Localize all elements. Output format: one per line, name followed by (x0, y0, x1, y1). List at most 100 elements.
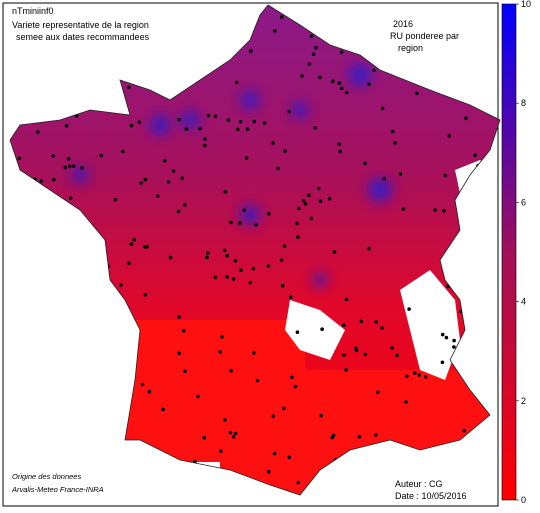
station-dot (119, 283, 123, 287)
station-dot (176, 209, 181, 214)
station-dot (440, 332, 445, 337)
station-dot (296, 235, 300, 239)
station-dot (282, 406, 286, 411)
station-dot (52, 177, 56, 182)
station-dot (155, 194, 160, 198)
source-line: Origine des donnees (12, 472, 81, 481)
station-dot (330, 435, 335, 440)
station-dot (242, 208, 246, 213)
map-title: nTminiinf0 (12, 6, 54, 16)
station-dot (273, 29, 277, 33)
station-dot (405, 374, 409, 379)
station-dot (245, 127, 250, 131)
station-dot (390, 346, 395, 350)
station-dot (171, 169, 176, 173)
station-dot (300, 74, 304, 78)
station-dot (307, 193, 311, 197)
station-dot (354, 346, 358, 351)
station-dot (266, 264, 271, 268)
station-dot (220, 335, 224, 339)
station-dot (407, 307, 411, 311)
year-label: 2016 (393, 19, 413, 29)
station-dot (443, 173, 448, 178)
station-dot (307, 62, 312, 66)
station-dot (337, 142, 342, 146)
colorbar (501, 3, 517, 501)
subtitle-line: semee aux dates recommandees (16, 32, 150, 42)
station-dot (143, 177, 148, 182)
station-dot (236, 127, 240, 132)
station-dot (71, 164, 76, 168)
station-dot (271, 141, 275, 145)
station-dot (462, 429, 467, 433)
station-dot (338, 149, 343, 154)
station-dot (395, 353, 400, 358)
station-dot (344, 297, 349, 302)
station-dot (391, 129, 395, 134)
station-dot (327, 196, 332, 201)
station-dot (447, 134, 452, 138)
station-dot (63, 165, 67, 170)
station-dot (251, 266, 256, 271)
station-dot (282, 244, 287, 248)
station-dot (113, 198, 118, 202)
station-dot (229, 220, 233, 225)
station-dot (121, 149, 125, 154)
station-dot (313, 126, 317, 130)
station-dot (442, 209, 446, 213)
station-dot (339, 86, 344, 91)
station-dot (177, 117, 181, 122)
station-dot (279, 258, 284, 263)
station-dot (374, 433, 378, 437)
station-dot (293, 384, 298, 389)
station-dot (213, 275, 218, 280)
station-dot (147, 389, 152, 394)
station-dot (342, 353, 346, 357)
station-dot (66, 157, 71, 161)
station-dot (452, 345, 456, 349)
station-dot (303, 202, 308, 206)
station-dot (382, 176, 387, 181)
station-dot (180, 176, 185, 181)
station-dot (168, 255, 173, 260)
station-dot (380, 326, 384, 330)
source-line: Arvalis-Meteo France-INRA (11, 485, 104, 494)
station-dot (225, 253, 229, 258)
station-dot (143, 293, 148, 297)
station-dot (139, 181, 144, 185)
station-dot (143, 245, 147, 249)
station-dot (376, 390, 380, 395)
colorbar-tick-label: 10 (521, 0, 531, 9)
station-dot (320, 327, 324, 332)
station-dot (367, 246, 371, 251)
station-dot (301, 198, 306, 203)
station-dot (231, 435, 236, 439)
station-dot (99, 153, 104, 158)
station-dot (202, 436, 207, 440)
station-dot (372, 68, 376, 73)
subtitle-line: Variete representative de la region (12, 20, 149, 30)
station-dot (222, 248, 227, 253)
station-dot (129, 123, 134, 128)
station-dot (359, 319, 364, 324)
station-dot (339, 50, 344, 54)
station-dot (239, 268, 243, 272)
station-dot (198, 126, 202, 131)
station-dot (244, 156, 249, 160)
colorbar-tick-label: 4 (521, 297, 526, 307)
station-dot (129, 242, 134, 246)
station-dot (213, 114, 218, 119)
station-dot (296, 480, 301, 485)
station-dot (344, 90, 349, 95)
station-dot (276, 166, 280, 171)
station-dot (162, 159, 167, 163)
station-dot (380, 106, 385, 111)
station-dot (68, 164, 72, 168)
station-dot (182, 203, 187, 207)
station-dot (238, 120, 243, 124)
station-dot (317, 186, 321, 191)
station-dot (401, 207, 406, 211)
station-dot (184, 127, 189, 131)
station-dot (206, 113, 211, 118)
